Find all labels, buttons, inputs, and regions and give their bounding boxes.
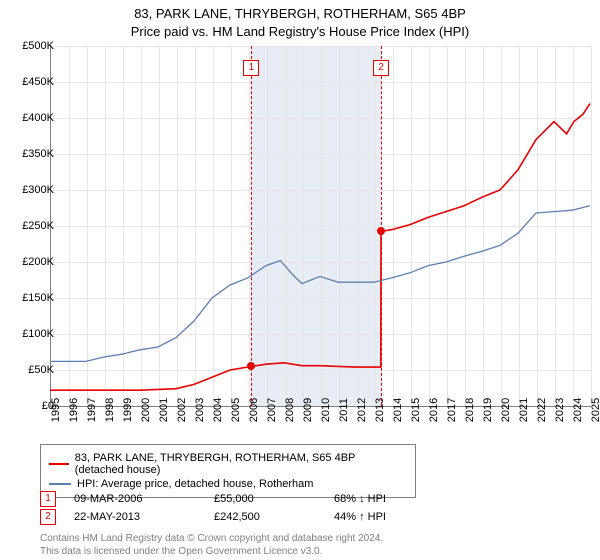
x-tick-label: 2022 [536,398,548,422]
y-tick-label: £200K [22,256,54,268]
event-table: 1 09-MAR-2006 £55,000 68% ↓ HPI 2 22-MAY… [40,490,580,526]
x-tick-label: 2007 [266,398,278,422]
x-tick-label: 2004 [212,398,224,422]
x-tick-label: 2005 [230,398,242,422]
x-tick-label: 2002 [176,398,188,422]
series-line-hpi [50,206,590,362]
event-marker-icon: 2 [40,509,56,525]
y-tick-label: £100K [22,328,54,340]
x-tick-label: 2017 [446,398,458,422]
x-tick-label: 1995 [50,398,62,422]
x-tick-label: 2003 [194,398,206,422]
event-dashline [251,46,252,406]
event-delta: 44% ↑ HPI [334,511,386,523]
x-tick-label: 2016 [428,398,440,422]
legend-label: 83, PARK LANE, THRYBERGH, ROTHERHAM, S65… [75,452,407,476]
y-tick-label: £150K [22,292,54,304]
footer: Contains HM Land Registry data © Crown c… [40,532,580,558]
y-tick-label: £300K [22,184,54,196]
event-delta: 68% ↓ HPI [334,493,386,505]
event-marker-icon: 1 [243,60,259,76]
y-tick-label: £50K [28,364,54,376]
x-tick-label: 2023 [554,398,566,422]
legend-swatch [49,463,69,465]
chart-title-line2: Price paid vs. HM Land Registry's House … [0,24,600,39]
x-tick-label: 1999 [122,398,134,422]
legend-swatch [49,483,71,485]
y-tick-label: £250K [22,220,54,232]
x-tick-label: 2024 [572,398,584,422]
x-tick-label: 1997 [86,398,98,422]
event-dot [377,227,385,235]
legend-row: HPI: Average price, detached house, Roth… [49,478,407,490]
x-tick-label: 2014 [392,398,404,422]
chart-lines [50,46,590,406]
series-line-price_paid [50,104,590,391]
y-tick-label: £350K [22,148,54,160]
x-tick-label: 1996 [68,398,80,422]
y-tick-label: £400K [22,112,54,124]
x-tick-label: 2018 [464,398,476,422]
event-row: 1 09-MAR-2006 £55,000 68% ↓ HPI [40,490,580,508]
x-tick-label: 2019 [482,398,494,422]
x-tick-label: 2008 [284,398,296,422]
x-tick-label: 2020 [500,398,512,422]
y-tick-label: £450K [22,76,54,88]
event-price: £242,500 [214,511,334,523]
x-tick-label: 2021 [518,398,530,422]
x-tick-label: 2001 [158,398,170,422]
event-dashline [381,46,382,406]
x-tick-label: 2006 [248,398,260,422]
event-date: 22-MAY-2013 [74,511,214,523]
x-tick-label: 1998 [104,398,116,422]
event-dot [247,362,255,370]
legend-label: HPI: Average price, detached house, Roth… [77,478,313,490]
event-date: 09-MAR-2006 [74,493,214,505]
chart-container: 83, PARK LANE, THRYBERGH, ROTHERHAM, S65… [0,0,600,560]
x-tick-label: 2015 [410,398,422,422]
x-tick-label: 2011 [338,398,350,422]
chart-title-line1: 83, PARK LANE, THRYBERGH, ROTHERHAM, S65… [0,6,600,21]
x-tick-label: 2013 [374,398,386,422]
event-row: 2 22-MAY-2013 £242,500 44% ↑ HPI [40,508,580,526]
x-tick-label: 2010 [320,398,332,422]
footer-line: Contains HM Land Registry data © Crown c… [40,532,580,545]
event-marker-icon: 1 [40,491,56,507]
event-price: £55,000 [214,493,334,505]
legend-row: 83, PARK LANE, THRYBERGH, ROTHERHAM, S65… [49,452,407,476]
x-tick-label: 2000 [140,398,152,422]
event-marker-icon: 2 [373,60,389,76]
x-tick-label: 2012 [356,398,368,422]
x-tick-label: 2009 [302,398,314,422]
y-tick-label: £500K [22,40,54,52]
footer-line: This data is licensed under the Open Gov… [40,545,580,558]
x-tick-label: 2025 [590,398,600,422]
